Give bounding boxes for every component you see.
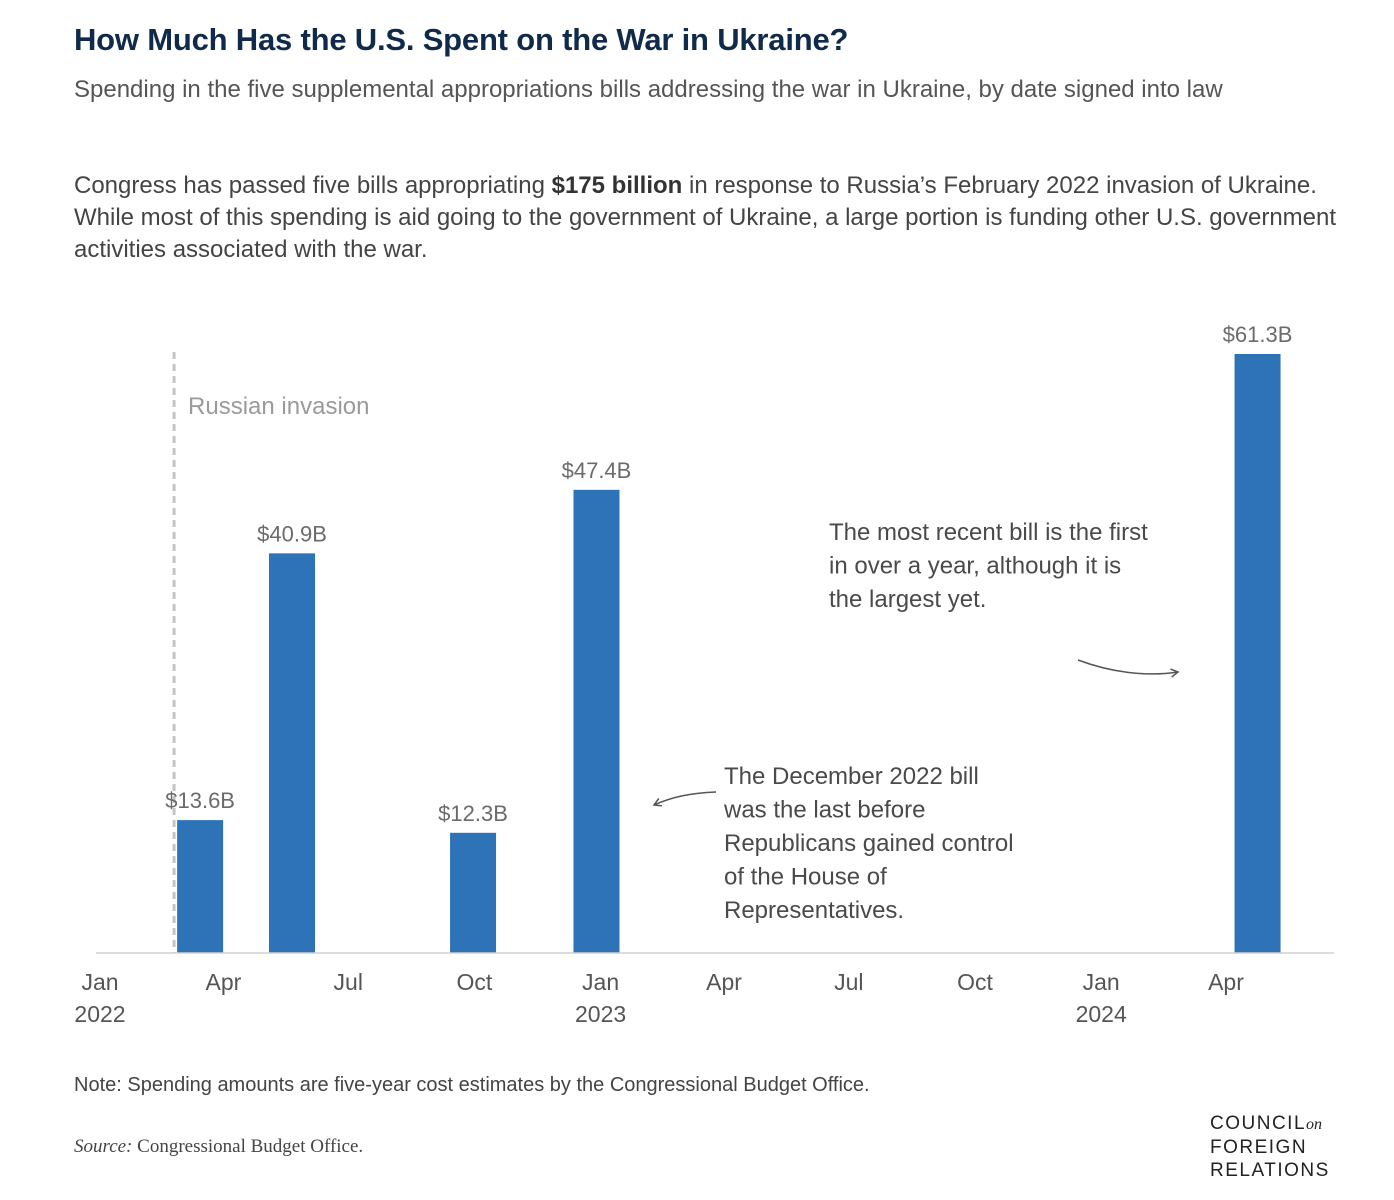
bar-chart: Russian invasion $13.6B $40.9B $12.3B $47.4… bbox=[74, 322, 1334, 1027]
logo-word-on: on bbox=[1306, 1116, 1323, 1133]
x-tick-label-9: Apr bbox=[1208, 969, 1244, 995]
bar-3 bbox=[573, 489, 620, 953]
chart-subtitle: Spending in the five supplemental approp… bbox=[74, 76, 1223, 103]
x-tick-label-8: Jan bbox=[1083, 969, 1120, 995]
logo-line-3: RELATIONS bbox=[1210, 1160, 1330, 1181]
x-tick-label-0: Jan bbox=[81, 969, 118, 995]
annotation-1: The most recent bill is the first in over… bbox=[829, 519, 1148, 613]
invasion-reference-label: Russian invasion bbox=[188, 393, 369, 420]
x-tick-label-3: Oct bbox=[457, 969, 493, 995]
x-tick-label-6: Jul bbox=[834, 969, 863, 995]
logo-line-2: FOREIGN bbox=[1210, 1137, 1308, 1158]
chart-source: Source: Congressional Budget Office. bbox=[74, 1136, 363, 1158]
bar-0 bbox=[177, 820, 224, 953]
bar-value-label-1: $40.9B bbox=[257, 521, 327, 546]
x-tick-label-7: Oct bbox=[957, 969, 993, 995]
annotation-0: The December 2022 bill was the last befor… bbox=[723, 763, 1014, 924]
x-tick-year-4: 2023 bbox=[575, 1001, 626, 1027]
bar-4 bbox=[1234, 354, 1281, 953]
cfr-logo: COUNCILon FOREIGN RELATIONS bbox=[1210, 1112, 1330, 1182]
chart-title: How Much Has the U.S. Spent on the War i… bbox=[74, 22, 849, 57]
source-label: Source: bbox=[74, 1136, 133, 1157]
bar-2 bbox=[450, 832, 497, 953]
x-tick-label-1: Apr bbox=[206, 969, 242, 995]
description-text-end: in response to Russia’s February 2022 in… bbox=[74, 172, 1337, 263]
x-tick-label-2: Jul bbox=[334, 969, 363, 995]
x-tick-label-4: Jan bbox=[582, 969, 619, 995]
annotation-arrow-1 bbox=[1077, 659, 1180, 678]
x-tick-year-0: 2022 bbox=[74, 1001, 125, 1027]
x-tick-year-8: 2024 bbox=[1076, 1001, 1127, 1027]
bar-value-label-2: $12.3B bbox=[438, 801, 508, 826]
bar-value-label-3: $47.4B bbox=[562, 458, 632, 483]
bar-1 bbox=[269, 553, 316, 953]
bar-value-label-4: $61.3B bbox=[1223, 322, 1293, 347]
description-text-start: Congress has passed five bills appropria… bbox=[74, 172, 552, 199]
description-highlight: $175 billion bbox=[551, 172, 683, 199]
logo-line-1: COUNCILon bbox=[1210, 1112, 1330, 1136]
logo-word-council: COUNCIL bbox=[1210, 1113, 1307, 1134]
source-text: Congressional Budget Office. bbox=[132, 1136, 364, 1157]
x-tick-label-5: Apr bbox=[706, 969, 742, 995]
chart-note: Note: Spending amounts are five-year cos… bbox=[74, 1074, 870, 1096]
bar-value-label-0: $13.6B bbox=[165, 788, 235, 813]
annotation-arrow-0 bbox=[652, 791, 717, 807]
chart-description: Congress has passed five bills appropria… bbox=[74, 170, 1344, 266]
